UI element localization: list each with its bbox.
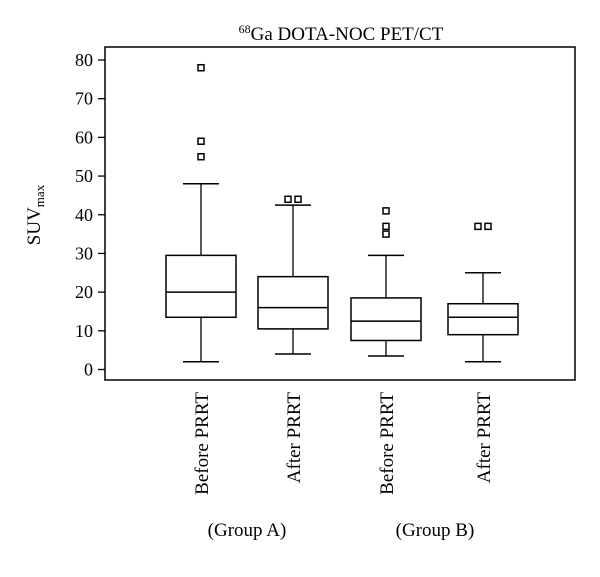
group-label-1: (Group A): [208, 520, 287, 541]
group-label-2: (Group B): [396, 520, 475, 541]
y-tick-label-10: 10: [75, 321, 93, 341]
chart-title: 68Ga DOTA-NOC PET/CT: [239, 22, 444, 45]
x-axis-labels: Before PRRT After PRRT Before PRRT After PR…: [192, 392, 495, 495]
group-labels: (Group A) (Group B): [208, 520, 475, 541]
box-3: [350, 207, 422, 357]
box-2: [257, 195, 329, 355]
chart-title-main: Ga DOTA-NOC PET/CT: [251, 24, 444, 45]
outlier-point: [284, 195, 292, 204]
y-axis-label: SUVmax: [24, 184, 47, 245]
outlier-point: [382, 230, 390, 238]
x-label-2: After PRRT: [284, 392, 305, 484]
outlier-point: [197, 63, 205, 72]
y-axis-label-subscript: max: [32, 184, 47, 207]
y-tick-label-20: 20: [75, 282, 93, 302]
chart-title-superscript: 68: [239, 22, 251, 36]
y-tick-label-80: 80: [75, 50, 93, 70]
y-axis-label-main: SUV: [24, 207, 45, 245]
x-label-1: Before PRRT: [192, 392, 213, 495]
outlier-point: [197, 152, 205, 161]
boxes: [165, 63, 519, 363]
outlier-point: [197, 137, 205, 145]
y-tick-label-30: 30: [75, 243, 93, 263]
y-tick-label-70: 70: [75, 89, 93, 109]
x-label-3: Before PRRT: [377, 392, 398, 495]
outlier-point: [382, 207, 390, 215]
box-4: [447, 222, 519, 363]
y-tick-label-40: 40: [75, 205, 93, 225]
outlier-point: [382, 222, 390, 231]
y-axis: 0 10 20 30 40 50 60 70 80: [75, 50, 105, 380]
outlier-point: [484, 222, 492, 231]
iqr-box: [165, 254, 237, 319]
outlier-point: [474, 222, 482, 231]
outlier-point: [294, 195, 302, 204]
y-tick-label-0: 0: [84, 360, 93, 380]
box-1: [165, 63, 237, 363]
y-tick-label-50: 50: [75, 166, 93, 186]
plot-frame: [104, 46, 576, 381]
iqr-box: [350, 297, 422, 342]
iqr-box: [447, 302, 519, 336]
iqr-box: [257, 275, 329, 330]
y-tick-label-60: 60: [75, 127, 93, 147]
x-label-4: After PRRT: [474, 392, 495, 484]
